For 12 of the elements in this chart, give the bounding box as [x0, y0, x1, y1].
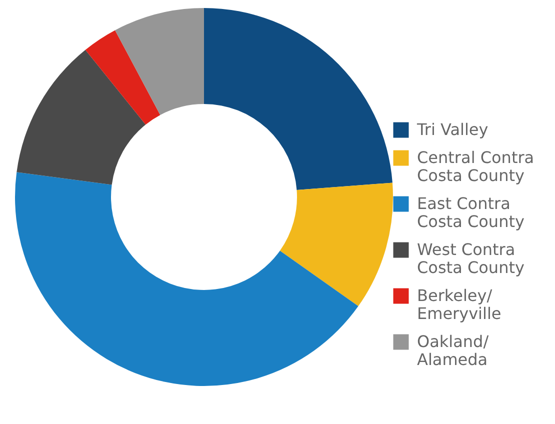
- legend-label: Berkeley/Emeryville: [417, 286, 502, 323]
- legend-label: West Contra Costa County: [417, 240, 524, 277]
- legend-label: Oakland/Alameda: [417, 332, 490, 369]
- donut-slice: [15, 172, 358, 386]
- donut-slice: [85, 30, 160, 125]
- legend-label: Central Contra Costa County: [417, 148, 534, 185]
- donut-slice: [115, 8, 204, 115]
- legend-label: East Contra Costa County: [417, 194, 524, 231]
- donut-slice: [16, 50, 146, 185]
- donut-slice: [204, 8, 392, 190]
- legend-label: Tri Valley: [416, 120, 488, 139]
- donut-slice: [280, 182, 393, 306]
